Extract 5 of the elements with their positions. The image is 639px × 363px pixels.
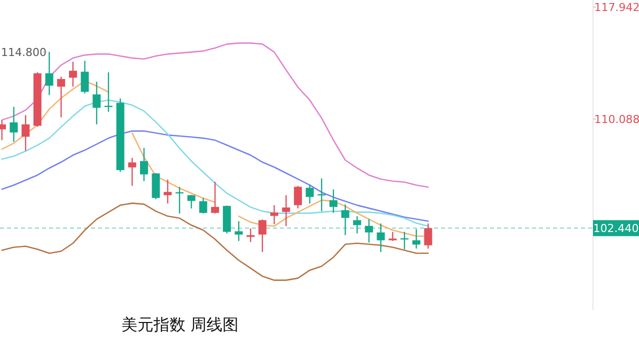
text: 美元指数 周线图 <box>121 315 239 334</box>
annotation: 114.800 <box>1 46 46 59</box>
ytick: 117.942 <box>594 1 639 14</box>
ytick: 110.088 <box>594 113 639 126</box>
ref-line-label: 102.440 <box>593 222 639 236</box>
